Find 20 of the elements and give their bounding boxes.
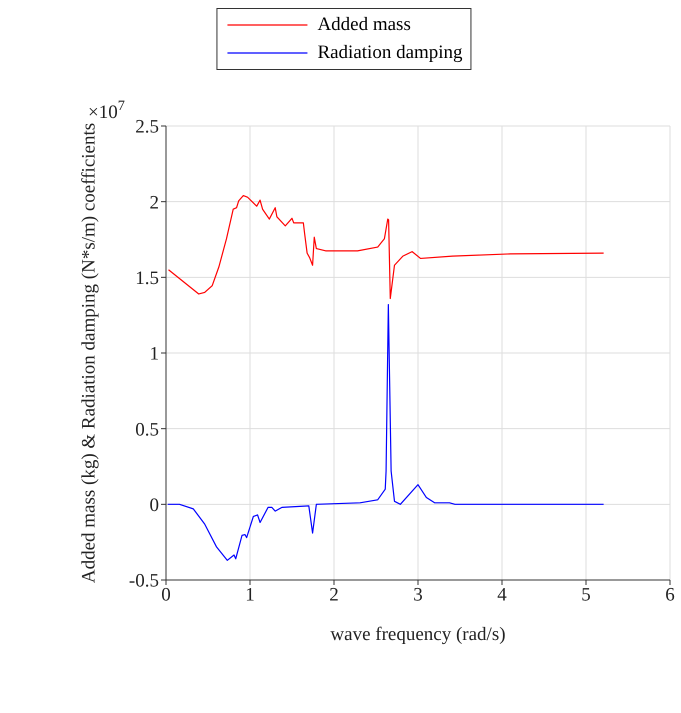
x-tick-label: 3 <box>413 584 423 606</box>
x-tick-label: 4 <box>497 584 508 606</box>
line-series <box>167 304 604 561</box>
line-series <box>168 195 604 300</box>
y-tick-label: 1 <box>150 344 159 365</box>
y-axis-title: Added mass (kg) & Radiation damping (N*s/m) coefficients <box>78 122 100 584</box>
y-tick-label: 2.5 <box>135 116 159 138</box>
y-tick-label: -0.5 <box>128 570 159 592</box>
legend-label: Radiation damping <box>317 42 463 64</box>
x-tick-label: 1 <box>245 584 255 606</box>
x-axis-title: wave frequency (rad/s) <box>330 624 506 645</box>
y-tick-label: 1.5 <box>135 268 159 290</box>
x-tick-label: 2 <box>329 584 339 606</box>
y-tick-label: 0.5 <box>135 419 159 440</box>
x-tick-label: 6 <box>665 584 675 606</box>
y-tick-label: 2 <box>150 192 159 214</box>
x-tick-label: 5 <box>581 584 591 606</box>
text: ×10$^{7}$ <box>88 98 125 123</box>
legend-label: Added mass <box>317 14 411 36</box>
y-tick-label: 0 <box>150 495 159 516</box>
